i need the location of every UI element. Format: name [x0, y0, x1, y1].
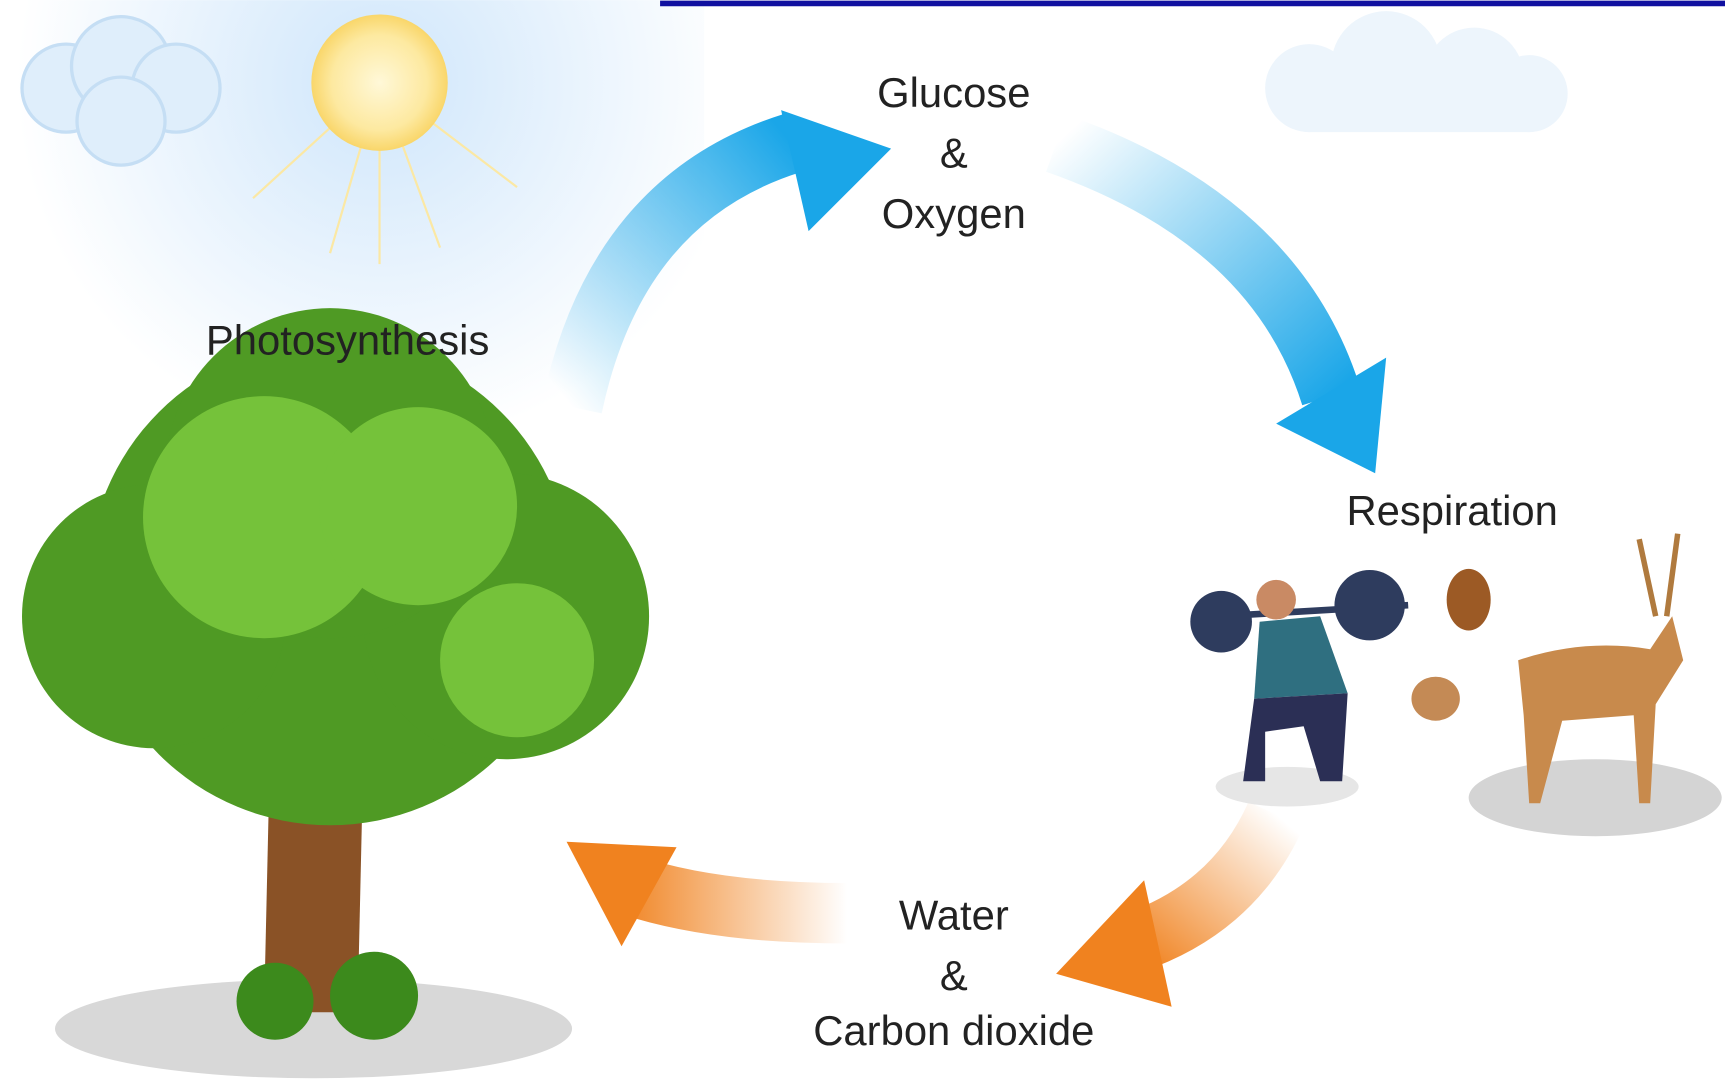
diagram: Photosynthesis Glucose & Oxygen Respirat…	[0, 0, 1725, 1085]
product-label: &	[940, 129, 968, 176]
product-label: Oxygen	[882, 190, 1026, 237]
page: {"labels":{"photosynthesis":"Photosynthe…	[0, 0, 1725, 1085]
product-label: Glucose	[877, 69, 1030, 116]
process-label: Respiration	[1346, 487, 1557, 534]
process-label: Photosynthesis	[206, 316, 489, 363]
organisms	[1190, 534, 1721, 837]
reactant-label: Carbon dioxide	[813, 1007, 1094, 1054]
reactant-label: &	[940, 952, 968, 999]
reactant-label: Water	[899, 892, 1009, 939]
